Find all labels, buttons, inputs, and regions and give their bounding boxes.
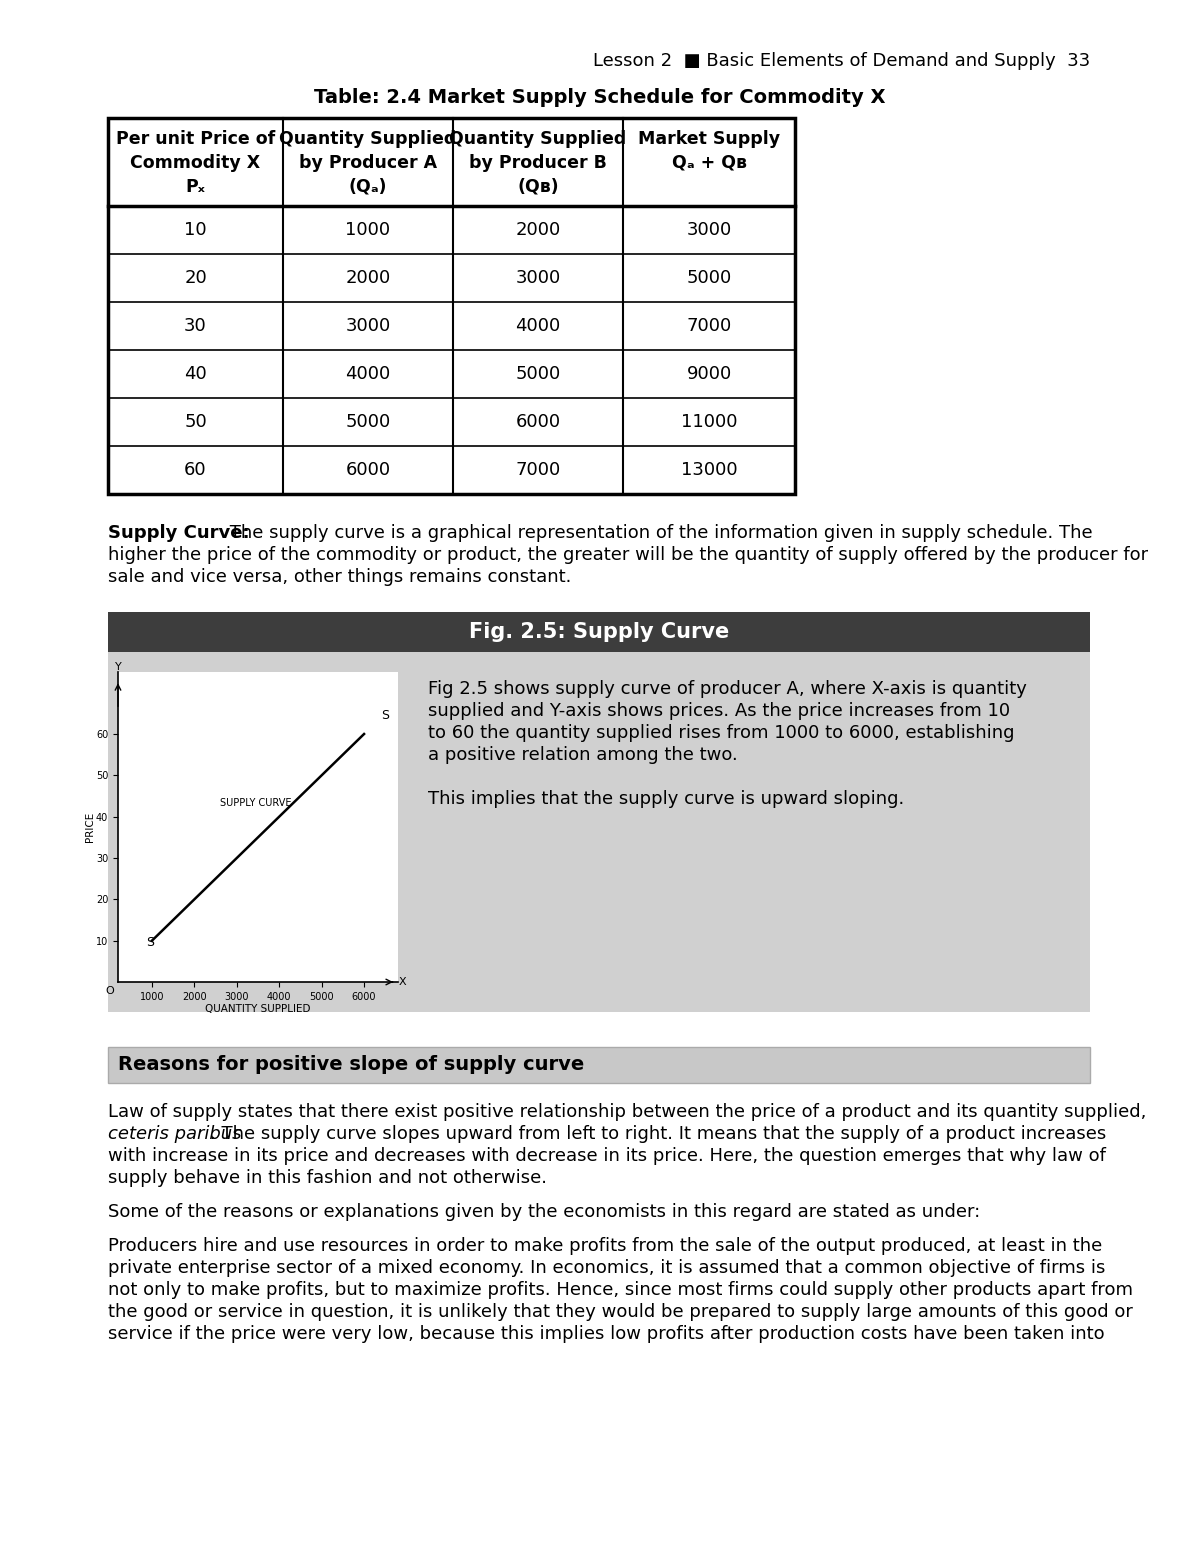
Text: with increase in its price and decreases with decrease in its price. Here, the q: with increase in its price and decreases… <box>108 1148 1106 1165</box>
Text: The supply curve is a graphical representation of the information given in suppl: The supply curve is a graphical represen… <box>224 523 1093 542</box>
Text: 6000: 6000 <box>516 413 560 432</box>
Text: supply behave in this fashion and not otherwise.: supply behave in this fashion and not ot… <box>108 1169 547 1186</box>
Bar <box>108 118 796 494</box>
Text: the good or service in question, it is unlikely that they would be prepared to s: the good or service in question, it is u… <box>108 1303 1133 1322</box>
Text: ceteris paribus: ceteris paribus <box>108 1124 241 1143</box>
Text: 7000: 7000 <box>686 317 732 335</box>
Text: (Qʙ): (Qʙ) <box>517 179 559 196</box>
Text: 10: 10 <box>184 221 206 239</box>
Bar <box>108 652 1090 1013</box>
Text: Producers hire and use resources in order to make profits from the sale of the o: Producers hire and use resources in orde… <box>108 1238 1103 1255</box>
Text: 5000: 5000 <box>346 413 391 432</box>
Text: 30: 30 <box>184 317 206 335</box>
Text: Table: 2.4 Market Supply Schedule for Commodity X: Table: 2.4 Market Supply Schedule for Co… <box>314 89 886 107</box>
Text: Per unit Price of: Per unit Price of <box>116 130 275 148</box>
Text: Lesson 2  ■ Basic Elements of Demand and Supply  33: Lesson 2 ■ Basic Elements of Demand and … <box>593 51 1090 70</box>
Text: 40: 40 <box>184 365 206 384</box>
Text: SUPPLY CURVE: SUPPLY CURVE <box>220 798 292 809</box>
Text: Fig. 2.5: Supply Curve: Fig. 2.5: Supply Curve <box>469 623 730 641</box>
Text: to 60 the quantity supplied rises from 1000 to 6000, establishing: to 60 the quantity supplied rises from 1… <box>428 724 1014 742</box>
Y-axis label: PRICE: PRICE <box>84 812 95 842</box>
Text: Pₓ: Pₓ <box>186 179 205 196</box>
Text: 7000: 7000 <box>515 461 560 478</box>
Text: O: O <box>106 986 114 995</box>
Text: 1000: 1000 <box>346 221 390 239</box>
Text: Some of the reasons or explanations given by the economists in this regard are s: Some of the reasons or explanations give… <box>108 1204 980 1221</box>
Text: 9000: 9000 <box>686 365 732 384</box>
Text: Qₐ + Qʙ: Qₐ + Qʙ <box>672 154 746 172</box>
Text: 20: 20 <box>184 269 206 287</box>
Text: 5000: 5000 <box>686 269 732 287</box>
Text: by Producer A: by Producer A <box>299 154 437 172</box>
Text: Market Supply: Market Supply <box>638 130 780 148</box>
Text: sale and vice versa, other things remains constant.: sale and vice versa, other things remain… <box>108 568 571 585</box>
Text: 50: 50 <box>184 413 206 432</box>
Text: private enterprise sector of a mixed economy. In economics, it is assumed that a: private enterprise sector of a mixed eco… <box>108 1259 1105 1277</box>
Text: higher the price of the commodity or product, the greater will be the quantity o: higher the price of the commodity or pro… <box>108 547 1148 564</box>
Text: 60: 60 <box>184 461 206 478</box>
Text: by Producer B: by Producer B <box>469 154 607 172</box>
Text: Supply Curve:: Supply Curve: <box>108 523 250 542</box>
Text: Quantity Supplied: Quantity Supplied <box>449 130 626 148</box>
Text: Y: Y <box>115 662 121 672</box>
Text: Quantity Supplied: Quantity Supplied <box>280 130 457 148</box>
Text: 2000: 2000 <box>346 269 391 287</box>
Text: . The supply curve slopes upward from left to right. It means that the supply of: . The supply curve slopes upward from le… <box>210 1124 1106 1143</box>
Text: 4000: 4000 <box>515 317 560 335</box>
Text: 6000: 6000 <box>346 461 390 478</box>
Text: Fig 2.5 shows supply curve of producer A, where X-axis is quantity: Fig 2.5 shows supply curve of producer A… <box>428 680 1027 697</box>
Text: service if the price were very low, because this implies low profits after produ: service if the price were very low, beca… <box>108 1325 1105 1343</box>
Text: supplied and Y-axis shows prices. As the price increases from 10: supplied and Y-axis shows prices. As the… <box>428 702 1010 721</box>
Text: 3000: 3000 <box>346 317 391 335</box>
Text: 3000: 3000 <box>686 221 732 239</box>
Text: X: X <box>398 977 407 988</box>
Text: Reasons for positive slope of supply curve: Reasons for positive slope of supply cur… <box>118 1056 584 1075</box>
Text: 4000: 4000 <box>346 365 391 384</box>
Bar <box>108 612 1090 652</box>
Text: 13000: 13000 <box>680 461 737 478</box>
Text: a positive relation among the two.: a positive relation among the two. <box>428 745 738 764</box>
Text: S: S <box>382 708 389 722</box>
Bar <box>108 1047 1090 1082</box>
Text: 5000: 5000 <box>515 365 560 384</box>
Text: Commodity X: Commodity X <box>131 154 260 172</box>
Text: (Qₐ): (Qₐ) <box>349 179 388 196</box>
Text: not only to make profits, but to maximize profits. Hence, since most firms could: not only to make profits, but to maximiz… <box>108 1281 1133 1298</box>
Text: 3000: 3000 <box>515 269 560 287</box>
Text: Law of supply states that there exist positive relationship between the price of: Law of supply states that there exist po… <box>108 1103 1146 1121</box>
Text: 11000: 11000 <box>680 413 737 432</box>
X-axis label: QUANTITY SUPPLIED: QUANTITY SUPPLIED <box>205 1005 311 1014</box>
Text: 2000: 2000 <box>515 221 560 239</box>
Text: S: S <box>146 936 155 949</box>
Text: This implies that the supply curve is upward sloping.: This implies that the supply curve is up… <box>428 790 905 808</box>
